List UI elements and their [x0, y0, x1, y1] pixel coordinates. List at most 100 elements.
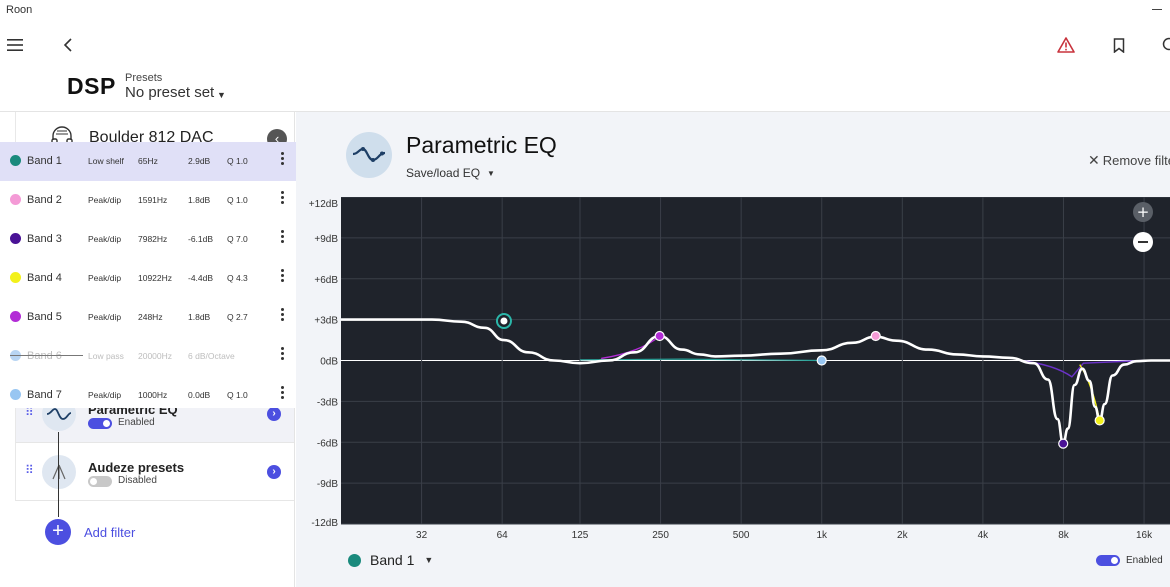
close-icon: ✕	[1088, 152, 1100, 168]
band-frequency: 20000Hz	[138, 351, 173, 361]
band-frequency: 7982Hz	[138, 234, 168, 244]
band-handle[interactable]	[654, 330, 665, 342]
more-options-icon[interactable]	[276, 267, 288, 289]
band-q: Q 1.0	[227, 156, 248, 166]
band-row[interactable]: Band 2 Peak/dip 1591Hz 1.8dB Q 1.0	[0, 181, 299, 220]
presets-dropdown[interactable]: No preset set	[125, 84, 215, 101]
hamburger-menu-icon[interactable]	[6, 36, 24, 54]
band-q: Q 1.0	[227, 195, 248, 205]
x-tick-label: 64	[497, 530, 509, 541]
x-tick-label: 125	[572, 530, 589, 541]
y-tick-label: +6dB	[314, 275, 338, 286]
x-tick-label: 8k	[1058, 530, 1070, 541]
band-row[interactable]: Band 1 Low shelf 65Hz 2.9dB Q 1.0	[0, 142, 299, 181]
more-options-icon[interactable]	[276, 345, 288, 367]
remove-filter-button[interactable]: ✕ Remove filte	[1088, 152, 1170, 169]
drag-handle-icon[interactable]: ⠿	[25, 405, 34, 419]
drag-handle-icon[interactable]: ⠿	[25, 463, 34, 477]
band-gain: -4.4dB	[188, 273, 214, 283]
band-frequency: 10922Hz	[138, 273, 173, 283]
search-icon[interactable]	[1160, 36, 1170, 54]
zoom-in-glyph: +	[1137, 203, 1150, 221]
caret-down-icon[interactable]: ▼	[217, 90, 226, 100]
band-frequency: 1000Hz	[138, 390, 168, 400]
band-color-dot	[10, 233, 21, 244]
band-name: Band 6	[27, 350, 62, 362]
filter-enabled-toggle[interactable]	[88, 476, 112, 487]
x-tick-label: 16k	[1136, 530, 1153, 541]
band-enabled-control[interactable]: Enabled	[1096, 555, 1163, 566]
more-options-icon[interactable]	[276, 189, 288, 211]
x-tick-label: 2k	[897, 530, 909, 541]
band-handle[interactable]	[1094, 415, 1105, 426]
band-name: Band 7	[27, 389, 62, 401]
warning-icon[interactable]	[1056, 36, 1076, 54]
x-tick-label: 500	[733, 530, 750, 541]
top-toolbar	[0, 22, 1170, 68]
add-filter-button[interactable]: + Add filter	[45, 519, 135, 545]
chevron-right-icon[interactable]: ›	[267, 407, 281, 421]
band-type: Peak/dip	[88, 234, 122, 244]
band-enabled-toggle[interactable]	[1096, 555, 1120, 566]
band-row[interactable]: Band 6 Low pass 20000Hz 6 dB/Octave	[0, 337, 299, 376]
caret-down-icon[interactable]: ▼	[487, 169, 495, 178]
band-q: Q 4.3	[227, 273, 248, 283]
bookmark-icon[interactable]	[1110, 36, 1128, 54]
chevron-right-icon[interactable]: ›	[267, 465, 281, 479]
y-tick-label: -6dB	[317, 438, 338, 449]
parametric-eq-logo-icon	[346, 132, 392, 178]
band-row[interactable]: Band 5 Peak/dip 248Hz 1.8dB Q 2.7	[0, 298, 299, 337]
band-handle[interactable]	[1058, 438, 1069, 449]
more-options-icon[interactable]	[276, 384, 288, 406]
caret-down-icon: ▼	[424, 555, 434, 565]
band-name: Band 4	[27, 272, 62, 284]
band-handle[interactable]	[870, 330, 881, 342]
more-options-icon[interactable]	[276, 228, 288, 250]
band-handle[interactable]	[500, 317, 508, 325]
band-name: Band 1	[27, 155, 62, 167]
add-filter-label: Add filter	[84, 524, 136, 540]
x-tick-label: 4k	[978, 530, 990, 541]
y-tick-label: 0dB	[320, 357, 338, 368]
band-frequency: 1591Hz	[138, 195, 168, 205]
band-q: Q 2.7	[227, 312, 248, 322]
band-gain: 6 dB/Octave	[188, 351, 235, 361]
device-name: Boulder 812 DAC	[89, 129, 214, 146]
more-options-icon[interactable]	[276, 150, 288, 172]
band-type: Peak/dip	[88, 195, 122, 205]
minimize-icon[interactable]	[1152, 9, 1162, 10]
y-tick-label: -3dB	[317, 397, 338, 408]
band-row[interactable]: Band 3 Peak/dip 7982Hz -6.1dB Q 7.0	[0, 220, 299, 259]
band-row[interactable]: Band 4 Peak/dip 10922Hz -4.4dB Q 4.3	[0, 259, 299, 298]
band-gain: 2.9dB	[188, 156, 211, 166]
zoom-in-icon[interactable]	[1133, 202, 1153, 222]
band-color-dot	[10, 311, 21, 322]
response-curve	[341, 318, 1170, 445]
back-arrow-icon[interactable]	[60, 36, 76, 54]
band-selector-dropdown[interactable]: Band 1 ▼	[348, 552, 433, 568]
filter-enabled-toggle[interactable]	[88, 418, 112, 429]
band-row[interactable]: Band 7 Peak/dip 1000Hz 0.0dB Q 1.0	[0, 376, 299, 415]
band-color-dot	[10, 389, 21, 400]
selected-band-label: Band 1	[370, 552, 415, 568]
band-type: Peak/dip	[88, 273, 122, 283]
eq-graph[interactable]: +12dB +9dB +6dB +3dB 0dB -3dB -6dB -9dB -12dB 32 6…	[296, 197, 1170, 542]
band-color-dot	[10, 155, 21, 166]
band-handle[interactable]	[816, 355, 827, 366]
parametric-eq-panel: Parametric EQ Save/load EQ ▼ ✕ Remove fil…	[296, 112, 1170, 587]
filter-item-audeze-presets[interactable]: ⠿ Audeze presets Disabled ›	[15, 443, 294, 501]
page-title: DSP	[67, 73, 116, 99]
eq-graph-svg[interactable]: +12dB +9dB +6dB +3dB 0dB -3dB -6dB -9dB -12dB 32 6…	[296, 197, 1170, 542]
x-tick-label: 1k	[816, 530, 828, 541]
plus-icon: +	[45, 519, 71, 545]
band-gain: 1.8dB	[188, 312, 211, 322]
band-type: Peak/dip	[88, 312, 122, 322]
more-options-icon[interactable]	[276, 306, 288, 328]
remove-filter-label: Remove filte	[1102, 153, 1170, 168]
band-q: Q 1.0	[227, 390, 248, 400]
presets-label: Presets	[125, 72, 163, 84]
y-tick-label: +12dB	[309, 199, 339, 210]
save-load-eq-dropdown[interactable]: Save/load EQ	[406, 166, 481, 180]
y-tick-label: +9dB	[314, 234, 338, 245]
